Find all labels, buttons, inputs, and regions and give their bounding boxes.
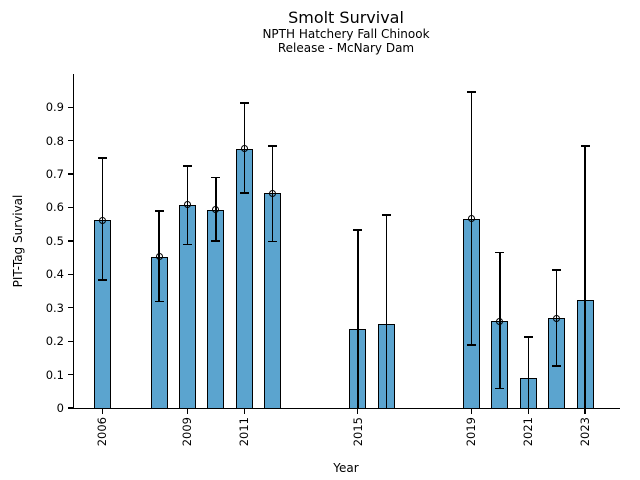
y-tick-0.4: [68, 273, 73, 275]
errorbar-cap-low-2011: [239, 192, 249, 194]
y-tick-label-0.1: 0.1: [45, 367, 64, 382]
y-tick-label-0.4: 0.4: [45, 267, 64, 282]
chart-subtitle-2: Release - McNary Dam: [277, 41, 415, 56]
errorbar-cap-high-2012: [268, 145, 278, 147]
y-tick-0.2: [68, 340, 73, 342]
errorbar-cap-low-2020: [495, 387, 505, 390]
x-tick-2019: [470, 409, 473, 414]
y-tick-0.8: [68, 140, 73, 142]
errorbar-cap-high-2021: [523, 336, 533, 338]
errorbar-2015: [357, 229, 359, 408]
point-marker-2019: [467, 215, 475, 223]
errorbar-cap-low-2019: [466, 344, 476, 346]
errorbar-cap-low-2006: [97, 279, 107, 281]
y-tick-0: [68, 407, 73, 409]
x-tick-label-2009: 2009: [180, 417, 195, 447]
point-marker-2020: [496, 317, 504, 325]
x-tick-label-2021: 2021: [521, 417, 536, 447]
errorbar-2016: [385, 214, 387, 408]
errorbar-cap-low-2008: [154, 300, 164, 303]
errorbar-2023: [584, 146, 586, 408]
errorbar-cap-high-2010: [211, 176, 221, 179]
x-tick-2021: [527, 409, 529, 414]
x-tick-2009: [186, 409, 189, 414]
x-tick-2006: [101, 409, 103, 414]
errorbar-cap-high-2011: [239, 102, 249, 104]
x-tick-label-2023: 2023: [578, 417, 593, 447]
chart-title: Smolt Survival: [288, 8, 404, 27]
errorbar-cap-high-2008: [154, 210, 164, 212]
y-tick-0.1: [68, 373, 73, 376]
x-tick-2011: [243, 409, 245, 414]
errorbar-cap-high-2023: [580, 145, 590, 147]
x-tick-2023: [584, 409, 586, 414]
x-tick-label-2019: 2019: [464, 417, 479, 447]
errorbar-cap-high-2022: [552, 269, 562, 271]
point-marker-2010: [212, 206, 220, 214]
errorbar-cap-high-2020: [495, 251, 505, 254]
chart-subtitle-1: NPTH Hatchery Fall Chinook: [262, 27, 430, 42]
point-marker-2012: [269, 189, 277, 197]
y-tick-0.6: [68, 206, 73, 209]
y-tick-label-0.7: 0.7: [45, 167, 64, 182]
errorbar-cap-low-2012: [268, 240, 278, 243]
errorbar-cap-low-2010: [211, 240, 221, 242]
errorbar-cap-high-2016: [381, 214, 391, 216]
y-tick-0.7: [68, 173, 73, 175]
point-marker-2006: [98, 216, 106, 224]
title-block: Smolt Survival NPTH Hatchery Fall Chinoo…: [73, 8, 619, 56]
errorbar-cap-high-2009: [182, 165, 192, 167]
y-tick-label-0.2: 0.2: [45, 334, 64, 349]
errorbar-2021: [527, 337, 529, 408]
x-tick-label-2011: 2011: [237, 417, 252, 447]
errorbar-cap-high-2006: [97, 157, 107, 159]
errorbar-cap-high-2019: [466, 91, 476, 93]
point-marker-2022: [553, 314, 561, 322]
y-tick-0.3: [68, 307, 73, 309]
errorbar-cap-low-2022: [552, 365, 562, 367]
y-tick-label-0.9: 0.9: [45, 100, 64, 115]
errorbar-cap-low-2009: [182, 243, 192, 245]
y-tick-label-0.8: 0.8: [45, 133, 64, 148]
y-tick-label-0.6: 0.6: [45, 200, 64, 215]
plot-area: [73, 74, 620, 409]
x-tick-label-2015: 2015: [350, 417, 365, 447]
point-marker-2011: [240, 145, 248, 153]
x-tick-label-2006: 2006: [95, 417, 110, 447]
x-tick-2015: [357, 409, 359, 414]
y-tick-label-0: 0: [56, 401, 64, 415]
errorbar-cap-high-2015: [353, 229, 363, 231]
point-marker-2008: [155, 253, 163, 261]
y-tick-label-0.3: 0.3: [45, 300, 64, 315]
x-axis-label: Year: [333, 461, 359, 475]
y-tick-label-0.5: 0.5: [45, 233, 64, 248]
y-tick-0.5: [68, 240, 73, 242]
y-tick-0.9: [68, 106, 73, 108]
point-marker-2009: [183, 201, 191, 209]
